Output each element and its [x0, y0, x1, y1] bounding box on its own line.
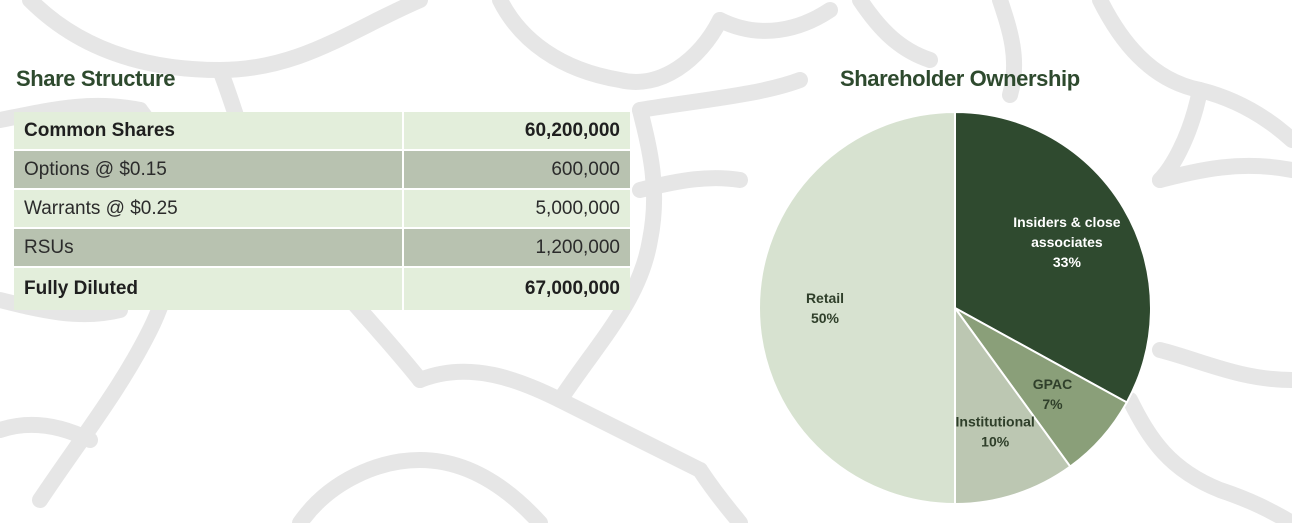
row-value: 67,000,000 [403, 267, 630, 310]
table-row: Warrants @ $0.25 5,000,000 [14, 189, 630, 229]
slice-label: Retail 50% [806, 290, 844, 326]
row-label: Options @ $0.15 [14, 150, 404, 190]
row-value: 1,200,000 [403, 228, 630, 268]
row-value: 600,000 [403, 150, 630, 190]
table-row: Common Shares 60,200,000 [14, 112, 630, 151]
row-label: RSUs [14, 228, 404, 268]
slice-label: GPAC 7% [1033, 376, 1072, 412]
chart-title: Shareholder Ownership [840, 66, 1080, 91]
share-structure-title: Share Structure [16, 66, 176, 91]
table-row: Fully Diluted 67,000,000 [14, 267, 630, 310]
row-value: 5,000,000 [403, 189, 630, 229]
table-row: RSUs 1,200,000 [14, 228, 630, 268]
row-value: 60,200,000 [403, 112, 630, 151]
share-structure-table: Common Shares 60,200,000 Options @ $0.15… [14, 112, 630, 310]
row-label: Fully Diluted [14, 267, 404, 310]
row-label: Warrants @ $0.25 [14, 189, 404, 229]
pie-slice [758, 110, 956, 506]
table-row: Options @ $0.15 600,000 [14, 150, 630, 190]
ownership-pie-chart: Insiders & close associates 33% GPAC 7%Insti… [758, 110, 1152, 506]
pie-slice [954, 304, 1072, 506]
slice-label: Institutional 10% [956, 414, 1035, 450]
pie-slice [954, 110, 1152, 404]
slice-label: Insiders & close associates 33% [1013, 214, 1121, 270]
row-label: Common Shares [14, 112, 404, 151]
